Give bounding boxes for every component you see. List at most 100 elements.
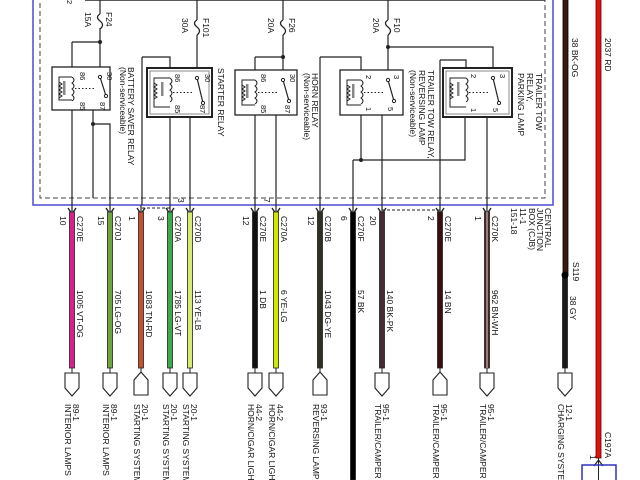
fuse-f26: F26 20A <box>266 18 297 36</box>
circuit-label: 14 BN <box>443 290 453 314</box>
top-label: 2 <box>65 0 74 4</box>
destination-code: 12-1 <box>564 404 574 421</box>
fuse-icon <box>279 19 287 36</box>
connector-label: C270E <box>258 216 268 242</box>
destination-code: 20-1 <box>189 404 199 421</box>
relay-pin-label: 2 <box>469 74 478 78</box>
wire-segment <box>252 211 258 369</box>
connector-terminal-icon <box>102 372 118 397</box>
right-wires: 38 BK-OG S119 2037 RD C197A 1 <box>561 0 617 480</box>
relay-pin-label: 85 <box>78 102 87 110</box>
connector-label: C270J <box>113 216 123 241</box>
splice-s119 <box>561 271 569 279</box>
destination-label: CHARGING SYSTEM <box>556 404 566 480</box>
connector-label: C197A <box>603 432 613 458</box>
pin-label: 12 <box>241 216 251 226</box>
wire-segment <box>69 211 75 369</box>
fuse-id: F26 <box>287 18 297 33</box>
destination-label: STARTING SYSTEM <box>181 404 191 480</box>
destination-label: INTERIOR LAMPS <box>63 404 73 476</box>
destination-code: 93-1 <box>319 404 329 421</box>
connector-terminal-icon <box>182 372 198 397</box>
wire-segment <box>437 211 443 369</box>
destination-code: 89-1 <box>71 404 81 421</box>
coil-icon <box>346 79 361 106</box>
destination-label: STARTING SYSTEM <box>132 404 142 480</box>
fuse-f10: F10 20A <box>371 18 402 36</box>
destination-label: TRAILER/CAMPER A <box>478 404 488 480</box>
connector-label: C270E <box>443 216 453 242</box>
relay-0: 86 30 85 87 BATTERY SAVER RELAY(Non-servicea… <box>51 66 136 166</box>
wire-segment <box>350 211 356 480</box>
relay-pin-label: 1 <box>469 108 478 112</box>
connector-terminal-icon <box>374 372 390 397</box>
switch-icon <box>196 77 204 104</box>
relay-2: 86 30 85 87 HORN RELAY(Non-serviceable) <box>234 69 320 140</box>
relay-name: TRAILER TOW RELAY, <box>426 70 436 159</box>
fuse-icon <box>193 19 201 36</box>
switch-icon <box>282 79 290 102</box>
relay-note: (Non-serviceable) <box>302 73 312 140</box>
destination-code: 95-1 <box>381 404 391 421</box>
fuse-rating: 15A <box>83 12 93 27</box>
connector-terminal-icon <box>162 372 178 397</box>
destination-label: STARTING SYSTEM <box>161 404 171 480</box>
circuit-label: 57 BK <box>356 290 366 313</box>
cjb-label: CENTRAL JUNCTION BOX (CJB) 11-1 151-18 <box>509 208 553 251</box>
relay-pin-label: 2 <box>364 75 373 79</box>
destination-code: 89-1 <box>109 404 119 421</box>
wire-segment <box>273 211 279 369</box>
relay-name: HORN RELAY <box>310 73 320 128</box>
destination-label: INTERIOR LAMPS <box>101 404 111 476</box>
fuse-rating: 20A <box>266 18 276 33</box>
connector-terminal-icon <box>312 371 328 396</box>
relay-pin-label: 86 <box>78 72 87 80</box>
fuse-icon <box>96 13 104 30</box>
destination-code: 95-1 <box>439 404 449 421</box>
component-box <box>581 464 617 480</box>
connector-terminal-icon <box>64 372 80 397</box>
svg-text:JUNCTION: JUNCTION <box>535 208 545 251</box>
connector-terminal-icon <box>247 372 263 397</box>
connector-label: C270D <box>193 216 203 242</box>
destination-label: TRAILER/CAMPER A <box>431 404 441 480</box>
pin-label: 1 <box>473 216 483 221</box>
pin-label: 7 <box>262 198 272 203</box>
fuse-f101: F101 30A <box>180 18 211 38</box>
fuse-rating: 30A <box>180 18 190 33</box>
circuit-label: 1785 LG-VT <box>173 290 183 336</box>
coil-icon <box>241 79 255 106</box>
destination-code: 95-1 <box>486 404 496 421</box>
switch-icon <box>99 76 107 97</box>
connector-label: C270K <box>490 216 500 242</box>
relay-name2: REVERSING LAMP <box>417 70 427 146</box>
junction-nodes <box>91 40 390 162</box>
wire-segment <box>379 211 385 369</box>
fuse-rating: 20A <box>371 18 381 33</box>
connector-terminal-icon <box>133 371 149 396</box>
destination-label: TRAILER/CAMPER A <box>373 404 383 480</box>
relay-pin-label: 87 <box>283 105 292 113</box>
wire-label: 2037 RD <box>603 38 613 72</box>
connector-label: C270B <box>323 216 333 242</box>
destination-label: HORN/CIGAR LIGHT <box>267 404 277 480</box>
relay-pin-label: 5 <box>386 107 395 111</box>
relay-name: TRAILER TOW <box>534 73 544 131</box>
fuse-id: F101 <box>201 18 211 38</box>
destination-label: REVERSING LAMPS <box>311 404 321 480</box>
destination-code: 20-1 <box>169 404 179 421</box>
pin-label: 3 <box>176 198 186 203</box>
relay-pin-label: 3 <box>392 75 401 79</box>
cjb-dashed-border <box>39 0 546 199</box>
wire-segment <box>138 211 144 369</box>
connector-label: C270E <box>75 216 85 242</box>
relay-note: (Non-serviceable) <box>408 70 418 137</box>
cjb-frame <box>32 0 554 206</box>
